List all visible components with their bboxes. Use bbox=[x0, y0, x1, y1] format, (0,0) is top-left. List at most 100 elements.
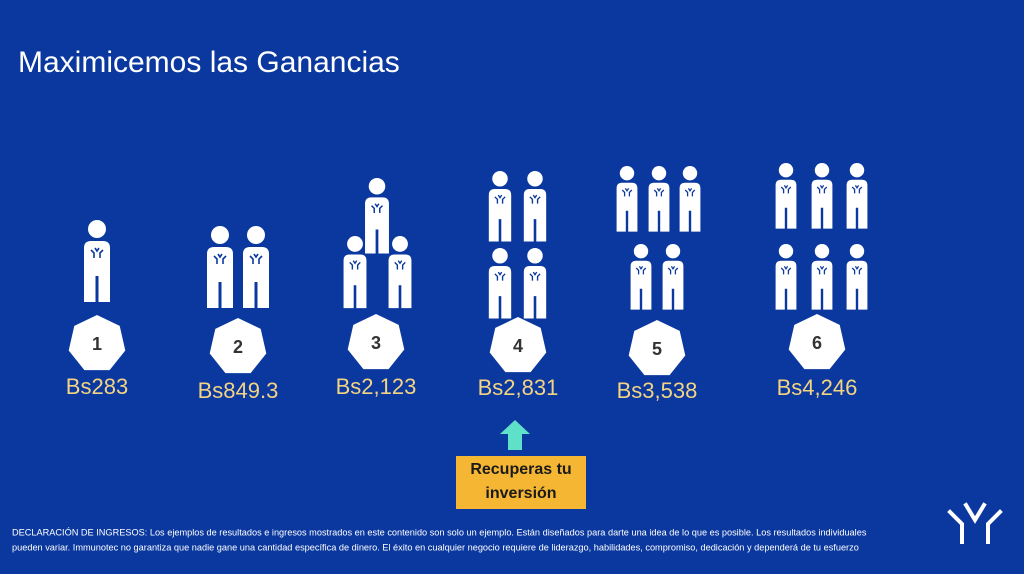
person-head bbox=[368, 178, 386, 195]
person-icon bbox=[648, 166, 670, 232]
person-icon bbox=[343, 236, 367, 309]
tier-amount: Bs2,123 bbox=[336, 374, 417, 399]
person-head bbox=[849, 163, 865, 178]
callout-line: Recuperas tu bbox=[470, 461, 571, 478]
logo bbox=[947, 502, 1003, 544]
person-emblem bbox=[529, 271, 541, 281]
person-icon bbox=[811, 163, 833, 229]
person-head bbox=[211, 226, 229, 244]
person-body bbox=[616, 182, 638, 232]
tier-amount: Bs283 bbox=[66, 374, 128, 399]
person-head bbox=[492, 248, 508, 264]
person-emblem bbox=[684, 188, 696, 197]
person-icon bbox=[846, 163, 868, 229]
tier-number: 6 bbox=[812, 333, 822, 353]
person-emblem bbox=[653, 188, 665, 197]
person-head bbox=[619, 166, 635, 181]
person-icon bbox=[388, 236, 412, 309]
person-body bbox=[388, 254, 412, 309]
tier-number: 4 bbox=[513, 336, 523, 356]
person-head bbox=[633, 244, 649, 259]
person-head bbox=[682, 166, 698, 181]
disclaimer-line: DECLARACIÓN DE INGRESOS: Los ejemplos de… bbox=[12, 527, 867, 537]
person-head bbox=[392, 236, 408, 252]
person-body bbox=[488, 189, 512, 242]
tier: 6 Bs4,246 bbox=[775, 163, 868, 400]
person-head bbox=[527, 248, 543, 264]
tier-badge bbox=[628, 320, 686, 376]
person-icon bbox=[207, 226, 233, 308]
person-body bbox=[630, 260, 652, 310]
person-emblem bbox=[249, 253, 263, 264]
person-emblem bbox=[780, 185, 792, 194]
person-emblem bbox=[349, 260, 361, 270]
person-body bbox=[648, 182, 670, 232]
person-icon bbox=[488, 171, 512, 242]
person-body bbox=[846, 260, 868, 310]
tier-badge bbox=[347, 314, 405, 370]
person-emblem bbox=[394, 260, 406, 270]
tier-number: 1 bbox=[92, 334, 102, 354]
person-icon bbox=[488, 248, 512, 319]
person-icon bbox=[630, 244, 652, 310]
up-arrow bbox=[500, 420, 530, 450]
person-icon bbox=[775, 244, 797, 310]
person-body bbox=[343, 254, 367, 309]
tier-badge bbox=[489, 317, 547, 373]
person-icon bbox=[365, 178, 389, 254]
person-icon bbox=[523, 171, 547, 242]
person-body bbox=[365, 197, 389, 254]
tier-number: 2 bbox=[233, 337, 243, 357]
person-body bbox=[775, 179, 797, 229]
tier: 5 Bs3,538 bbox=[616, 166, 701, 403]
person-body bbox=[662, 260, 684, 310]
person-head bbox=[527, 171, 543, 187]
person-body bbox=[846, 179, 868, 229]
person-body bbox=[488, 266, 512, 319]
tier-amount: Bs3,538 bbox=[617, 378, 698, 403]
person-head bbox=[778, 163, 794, 178]
person-head bbox=[651, 166, 667, 181]
person-head bbox=[492, 171, 508, 187]
disclaimer-line: pueden variar. Immunotec no garantiza qu… bbox=[12, 542, 859, 552]
callout-line: inversión bbox=[485, 485, 556, 502]
person-icon bbox=[775, 163, 797, 229]
person-head bbox=[665, 244, 681, 259]
person-emblem bbox=[494, 194, 506, 204]
person-emblem bbox=[635, 266, 647, 275]
tier-badge bbox=[68, 315, 126, 371]
person-head bbox=[849, 244, 865, 259]
person-emblem bbox=[816, 185, 828, 194]
person-emblem bbox=[494, 271, 506, 281]
person-body bbox=[811, 179, 833, 229]
tier: 2 Bs849.3 bbox=[198, 226, 279, 403]
person-emblem bbox=[851, 266, 863, 275]
tier-amount: Bs849.3 bbox=[198, 378, 279, 403]
person-emblem bbox=[370, 203, 384, 213]
person-icon bbox=[679, 166, 701, 232]
person-icon bbox=[243, 226, 269, 308]
tier-amount: Bs2,831 bbox=[478, 375, 559, 400]
person-emblem bbox=[529, 194, 541, 204]
person-icon bbox=[811, 244, 833, 310]
person-emblem bbox=[90, 247, 104, 258]
callout-box bbox=[456, 456, 586, 509]
person-body bbox=[775, 260, 797, 310]
person-head bbox=[778, 244, 794, 259]
person-body bbox=[84, 241, 110, 302]
person-head bbox=[814, 244, 830, 259]
person-body bbox=[811, 260, 833, 310]
person-emblem bbox=[851, 185, 863, 194]
tier-number: 5 bbox=[652, 339, 662, 359]
person-emblem bbox=[621, 188, 633, 197]
person-head bbox=[247, 226, 265, 244]
person-emblem bbox=[213, 253, 227, 264]
person-icon bbox=[846, 244, 868, 310]
person-head bbox=[347, 236, 363, 252]
tier-amount: Bs4,246 bbox=[777, 375, 858, 400]
person-body bbox=[679, 182, 701, 232]
person-emblem bbox=[780, 266, 792, 275]
tier: 4 Bs2,831 bbox=[478, 171, 559, 400]
person-emblem bbox=[816, 266, 828, 275]
